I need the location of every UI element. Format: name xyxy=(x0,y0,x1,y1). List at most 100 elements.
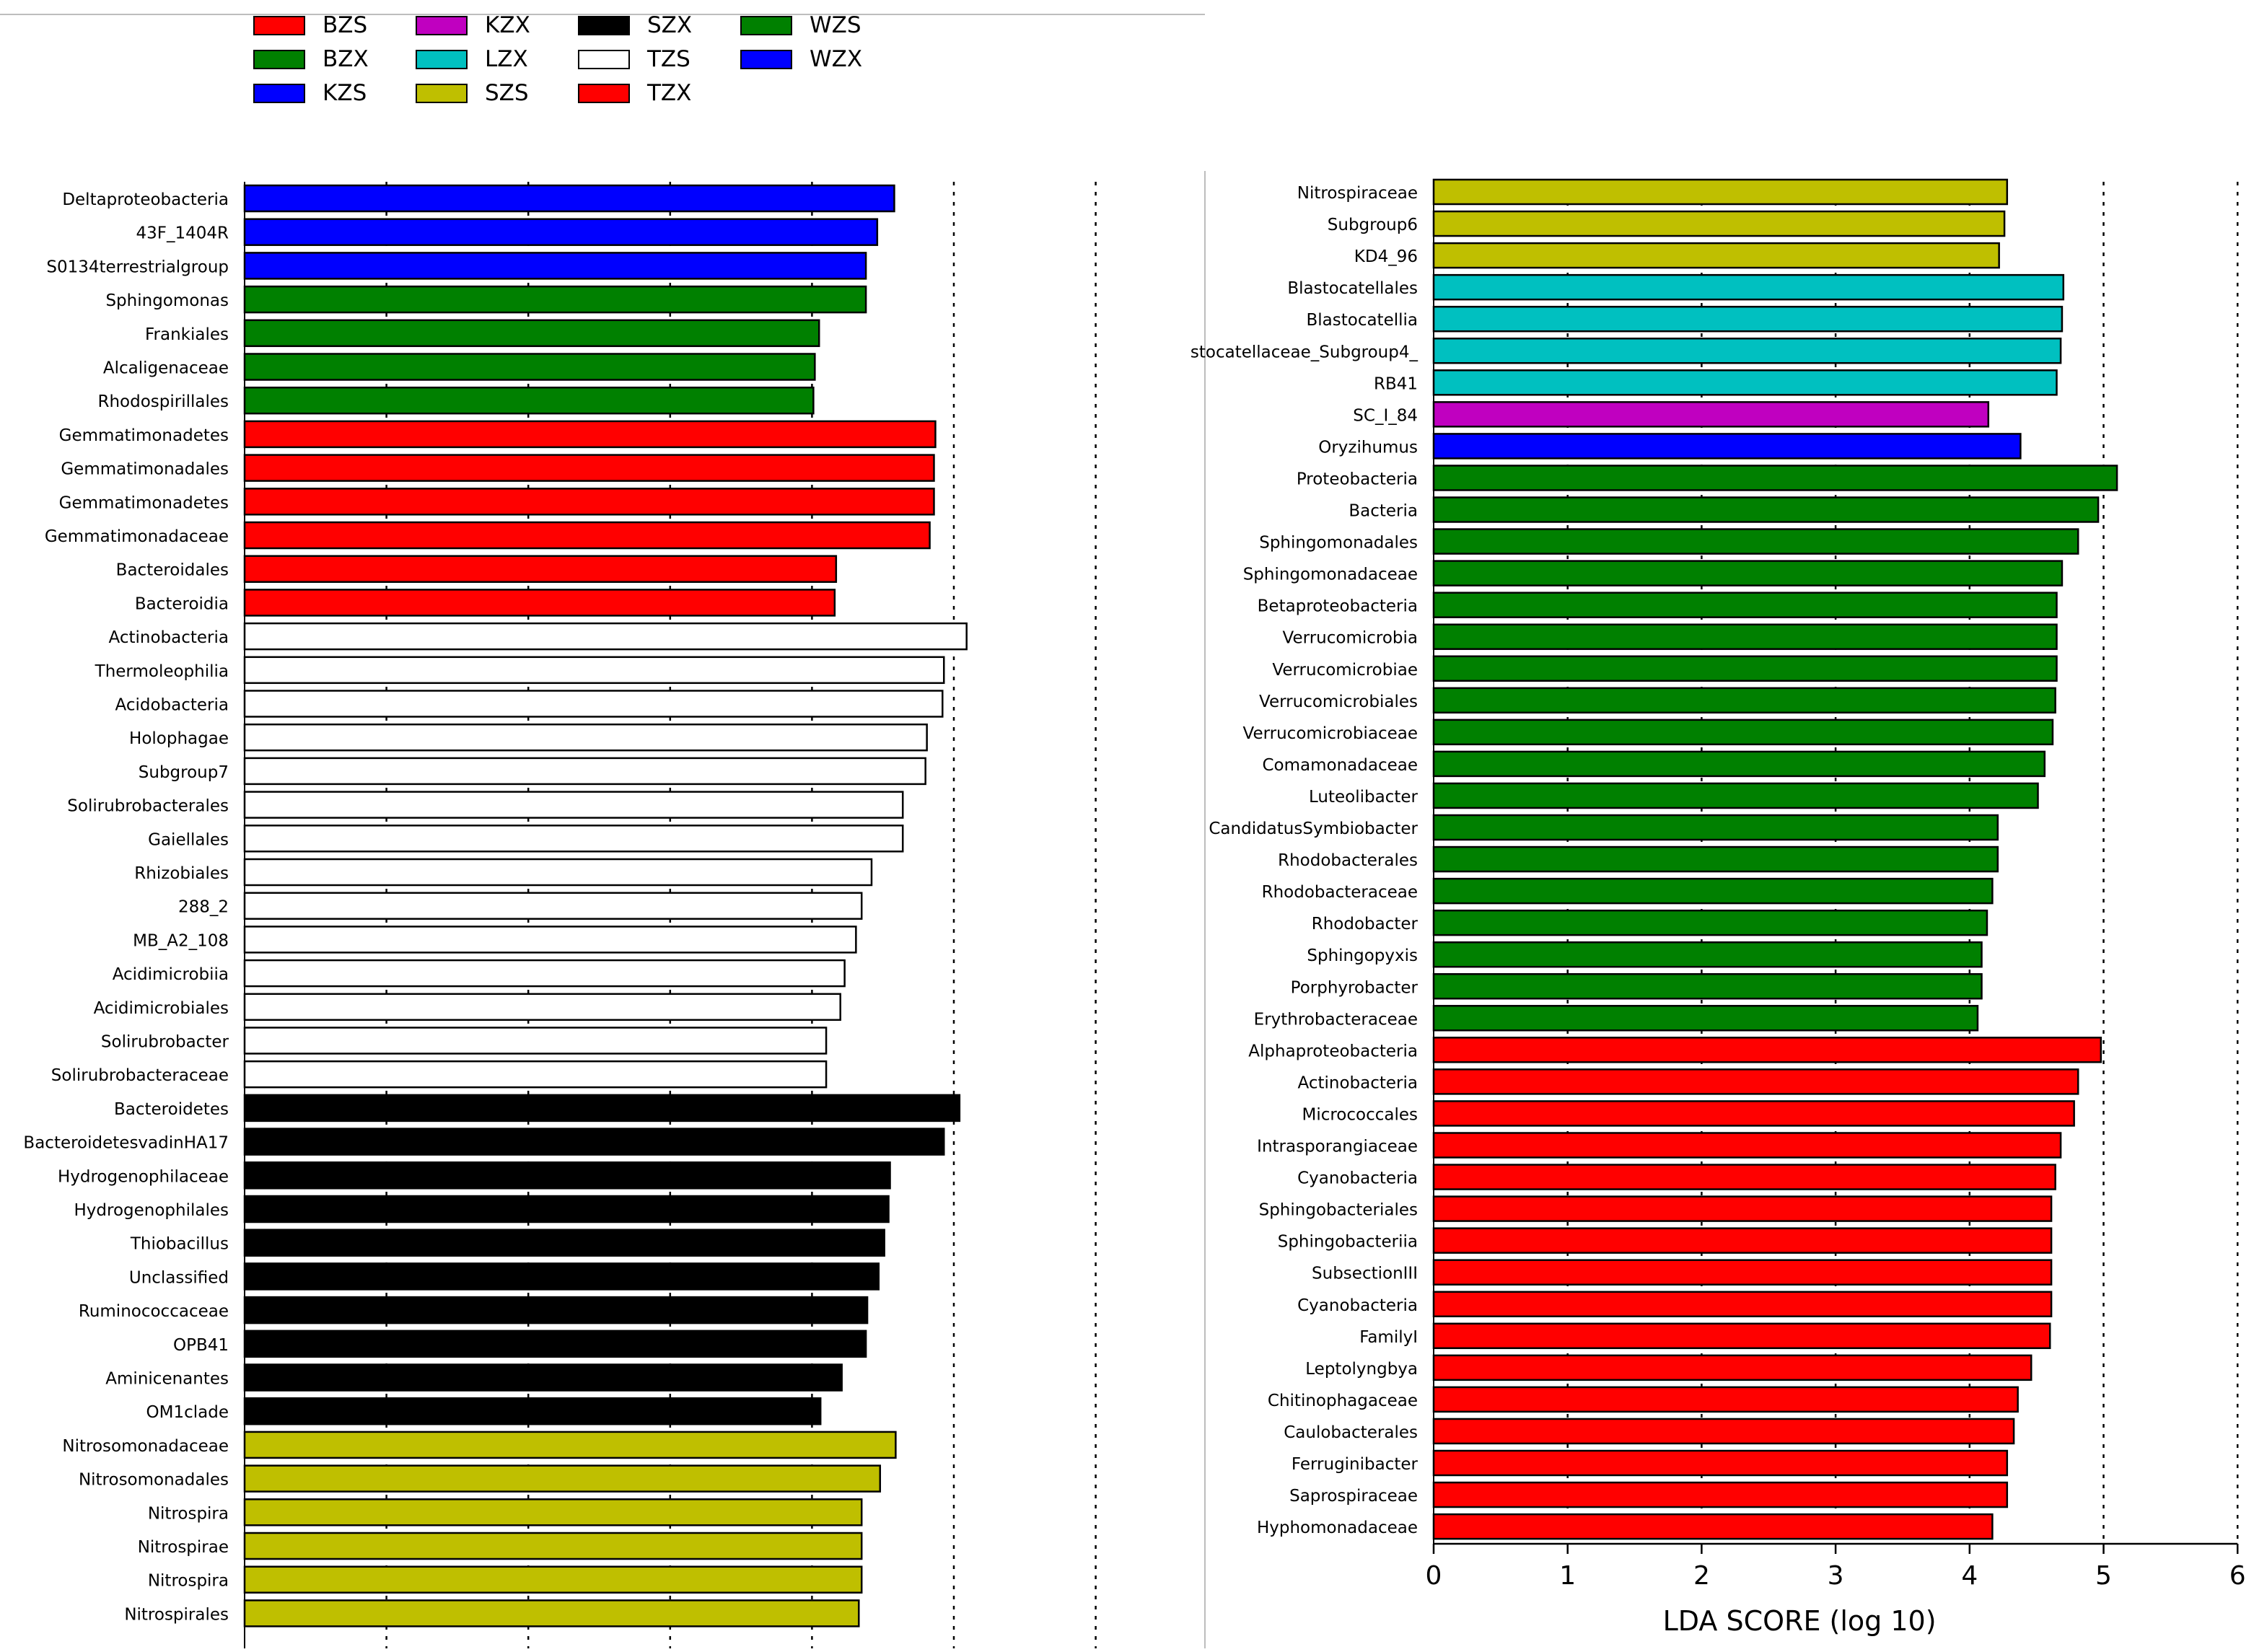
legend-label: SZS xyxy=(485,80,529,106)
bar xyxy=(1432,845,1999,873)
bar-label: SC_I_84 xyxy=(1353,406,1418,425)
bar xyxy=(1432,401,1990,428)
bar xyxy=(243,589,836,617)
x-tick-label: 0 xyxy=(1426,1561,1442,1591)
bar xyxy=(243,521,931,550)
bar-label: Sphingomonadales xyxy=(1259,534,1418,553)
bar-label: 288_2 xyxy=(178,898,229,917)
bar xyxy=(1432,178,2009,206)
x-tick-label: 1 xyxy=(1559,1561,1576,1591)
bar-label: Nitrosomonadales xyxy=(79,1471,229,1490)
bar xyxy=(243,1195,890,1223)
bar-label: Nitrosomonadaceae xyxy=(62,1437,229,1456)
bar-label: Oryzihumus xyxy=(1318,438,1418,457)
bar xyxy=(1432,782,2039,809)
bar-label: OPB41 xyxy=(173,1336,229,1355)
bar-label: Blastocatellales xyxy=(1287,279,1418,298)
bar-label: Thiobacillus xyxy=(130,1235,229,1254)
bar xyxy=(1432,465,2118,491)
bar-label: Betaproteobacteria xyxy=(1258,597,1418,616)
bar-label: Gemmatimonadetes xyxy=(59,426,229,445)
bar-label: Bacteria xyxy=(1349,502,1418,521)
bar xyxy=(1432,1037,2102,1063)
bar-label: Cyanobacteria xyxy=(1297,1296,1418,1315)
bar-label: Blastocatellia xyxy=(1306,311,1418,330)
legend-label: KZS xyxy=(323,80,367,106)
bar-label: Nitrospirales xyxy=(124,1605,229,1624)
bar-label: Rhodobacterales xyxy=(1278,851,1418,870)
legend-swatch xyxy=(578,16,630,35)
bar xyxy=(243,1464,882,1493)
bar-label: Luteolibacter xyxy=(1309,788,1418,807)
bar xyxy=(243,1060,828,1089)
bar xyxy=(243,1128,945,1156)
bar xyxy=(1432,909,1988,936)
panel-left: Deltaproteobacteria 43F_1404R S0134terrest… xyxy=(23,171,1206,1648)
bar xyxy=(1432,1449,2009,1477)
bar-label: Rhizobiales xyxy=(134,864,229,883)
bar xyxy=(243,454,935,482)
bar-label: Acidimicrobiales xyxy=(94,999,229,1018)
bar xyxy=(1432,338,2062,364)
bar-label: Acidimicrobiia xyxy=(113,965,229,984)
bar xyxy=(1432,687,2056,714)
legend-swatch xyxy=(253,50,305,69)
bar xyxy=(1432,877,1994,905)
legend-swatch xyxy=(253,84,305,103)
x-tick-label: 2 xyxy=(1693,1561,1710,1591)
bar xyxy=(1432,1005,1979,1032)
bar xyxy=(1432,1481,2009,1508)
bar-label: MB_A2_108 xyxy=(133,931,229,950)
bar xyxy=(243,1161,891,1190)
bar-label: Hydrogenophilaceae xyxy=(58,1167,229,1186)
legend-label: WZX xyxy=(810,46,862,72)
bar xyxy=(1432,623,2058,650)
bar xyxy=(243,1330,867,1358)
x-tick-label: 5 xyxy=(2095,1561,2112,1591)
bar xyxy=(243,285,867,314)
bar-label: Sphingobacteriales xyxy=(1259,1201,1418,1220)
bar-label: Verrucomicrobiaceae xyxy=(1243,724,1418,743)
bar-label: Ferruginibacter xyxy=(1292,1455,1418,1474)
legend-label: WZS xyxy=(810,12,861,38)
bar xyxy=(1432,273,2065,301)
bar-label: Holophagae xyxy=(129,729,229,748)
bar xyxy=(243,386,815,415)
bar-label: Saprospiraceae xyxy=(1289,1487,1418,1506)
bar xyxy=(243,184,895,213)
x-tick-label: 3 xyxy=(1828,1561,1844,1591)
bar-label: Caulobacterales xyxy=(1284,1423,1418,1442)
bar xyxy=(243,420,937,449)
legend-swatch xyxy=(578,84,630,103)
bar xyxy=(1432,1227,2053,1254)
bar-label: Actinobacteria xyxy=(1298,1073,1418,1092)
bar xyxy=(243,1094,961,1122)
bar xyxy=(243,926,857,954)
bar xyxy=(1432,750,2046,778)
bar xyxy=(243,488,935,516)
bar-label: Sphingobacteriia xyxy=(1278,1233,1418,1252)
bar xyxy=(243,1599,860,1627)
bar-label: stocatellaceae_Subgroup4_ xyxy=(1190,343,1418,361)
bar-label: Frankiales xyxy=(145,325,229,344)
bar xyxy=(1432,528,2079,555)
bar-label: Leptolyngbya xyxy=(1305,1360,1418,1379)
bar-label: Sphingomonadaceae xyxy=(1243,566,1418,584)
bar xyxy=(243,1262,880,1291)
bar xyxy=(1432,814,1999,841)
bar xyxy=(1432,1354,2033,1381)
bar xyxy=(1432,1164,2056,1190)
bar xyxy=(1432,1259,2053,1286)
bar-label: Micrococcales xyxy=(1302,1105,1418,1124)
bar xyxy=(1432,973,1983,1000)
bar-label: Solirubrobacteraceae xyxy=(51,1066,229,1085)
bar-label: Thermoleophilia xyxy=(95,662,229,681)
bar xyxy=(1432,655,2058,682)
bar xyxy=(243,1027,828,1055)
bar xyxy=(243,1229,885,1257)
bar xyxy=(243,892,863,920)
bar-label: Verrucomicrobiae xyxy=(1272,661,1418,680)
bar-label: Gemmatimonadales xyxy=(61,460,229,479)
bar xyxy=(243,622,968,651)
bar-label: Chitinophagaceae xyxy=(1268,1392,1418,1410)
